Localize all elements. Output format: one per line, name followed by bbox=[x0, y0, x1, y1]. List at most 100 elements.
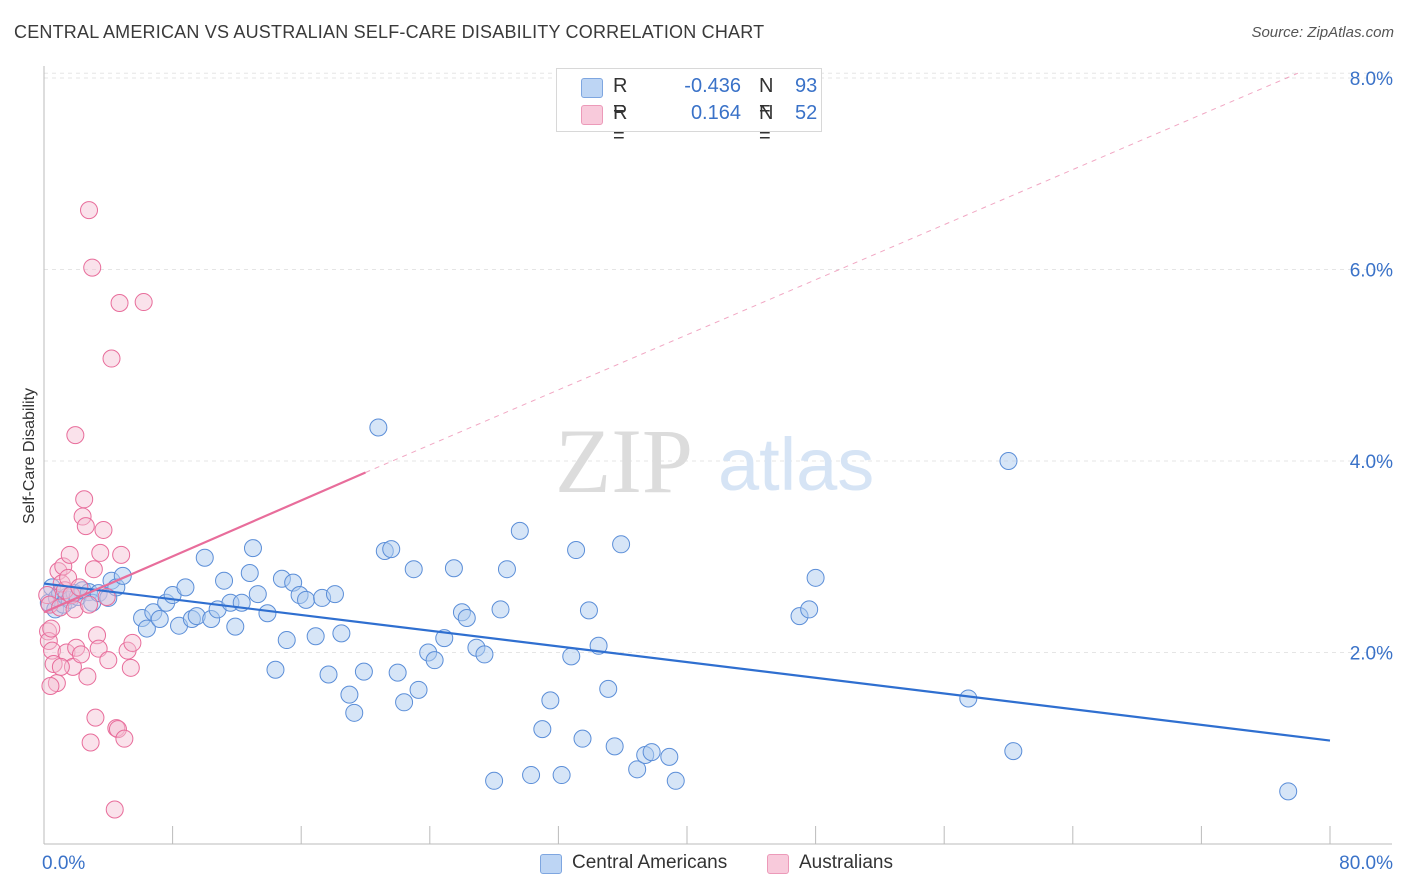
australians-points bbox=[38, 201, 153, 819]
data-point-australian bbox=[80, 595, 99, 614]
data-point-australian bbox=[110, 294, 129, 313]
data-point-central-american bbox=[959, 689, 978, 708]
data-point-central-american bbox=[226, 617, 245, 636]
data-point-central-american bbox=[195, 548, 214, 567]
data-point-australian bbox=[81, 733, 100, 752]
data-point-central-american bbox=[1004, 742, 1023, 761]
data-point-central-american bbox=[354, 662, 373, 681]
data-point-central-american bbox=[562, 647, 581, 666]
data-point-central-american bbox=[541, 691, 560, 710]
trend-lines bbox=[43, 72, 1331, 742]
bottom-legend-label: Australians bbox=[799, 852, 893, 873]
legend-n-label: N = bbox=[759, 75, 774, 120]
data-point-australian bbox=[123, 633, 142, 652]
data-point-central-american bbox=[444, 559, 463, 578]
trend-line-central-americans bbox=[43, 582, 1331, 742]
data-point-central-american bbox=[388, 663, 407, 682]
data-point-central-american bbox=[395, 693, 414, 712]
data-point-central-american bbox=[369, 418, 388, 437]
data-point-australian bbox=[78, 667, 97, 686]
data-point-australian bbox=[89, 639, 108, 658]
y-tick-label: 2.0% bbox=[1350, 644, 1393, 665]
data-point-central-american bbox=[475, 645, 494, 664]
data-point-australian bbox=[108, 720, 127, 739]
legend-r-label: R = bbox=[613, 102, 628, 147]
data-point-central-american bbox=[248, 585, 267, 604]
data-point-australian bbox=[86, 708, 105, 727]
data-point-central-american bbox=[258, 604, 277, 623]
data-point-central-american bbox=[382, 540, 401, 559]
data-point-australian bbox=[105, 800, 124, 819]
y-tick-label: 8.0% bbox=[1350, 69, 1393, 90]
data-point-australian bbox=[115, 729, 134, 748]
data-point-australian bbox=[91, 543, 110, 562]
trend-line-australians bbox=[43, 471, 366, 614]
data-point-central-american bbox=[306, 627, 325, 646]
data-point-central-american bbox=[522, 766, 541, 785]
legend-n-label: N = bbox=[759, 102, 774, 147]
tick-labels: 2.0% 4.0% 6.0% 8.0% 0.0% 80.0% bbox=[42, 69, 1393, 874]
data-point-australian bbox=[51, 657, 70, 676]
data-point-central-american bbox=[806, 568, 825, 587]
axes bbox=[43, 66, 1392, 845]
data-point-australian bbox=[88, 626, 107, 645]
data-point-central-american bbox=[800, 600, 819, 619]
watermark: ZIP atlas bbox=[555, 410, 874, 512]
chart-title: CENTRAL AMERICAN VS AUSTRALIAN SELF-CARE… bbox=[14, 22, 765, 42]
data-point-central-american bbox=[612, 535, 631, 554]
watermark-zip: ZIP bbox=[555, 410, 693, 512]
data-point-central-american bbox=[1279, 782, 1298, 801]
y-tick-label: 6.0% bbox=[1350, 261, 1393, 282]
data-point-central-american bbox=[510, 521, 529, 540]
data-point-australian bbox=[94, 520, 113, 539]
data-point-central-american bbox=[491, 600, 510, 619]
data-point-central-american bbox=[266, 660, 285, 679]
data-point-australian bbox=[39, 622, 58, 641]
data-point-central-american bbox=[345, 703, 364, 722]
data-point-central-american bbox=[277, 631, 296, 650]
data-point-central-american bbox=[409, 680, 428, 699]
data-point-central-american bbox=[150, 609, 169, 628]
data-point-central-american bbox=[297, 590, 316, 609]
data-point-central-american bbox=[999, 452, 1018, 470]
legend-n-value: 52 bbox=[795, 102, 818, 124]
bottom-legend-australians: Australians bbox=[767, 852, 917, 876]
legend-swatch-blue bbox=[581, 78, 603, 98]
bottom-legend-swatch-blue bbox=[540, 854, 562, 874]
data-point-central-american bbox=[485, 771, 504, 790]
source-label: Source: ZipAtlas.com bbox=[1251, 24, 1394, 41]
data-point-australian bbox=[44, 654, 63, 673]
data-point-central-american bbox=[599, 679, 618, 698]
data-point-australian bbox=[112, 545, 131, 564]
bottom-legend-swatch-pink bbox=[767, 854, 789, 874]
stats-legend: R = -0.436 N = 93 R = 0.164 N = 52 bbox=[556, 68, 822, 147]
data-point-central-american bbox=[660, 747, 679, 766]
legend-r-label: R = bbox=[613, 75, 628, 120]
legend-r-value: 0.164 bbox=[690, 102, 741, 124]
data-point-australian bbox=[42, 619, 61, 638]
y-tick-label: 4.0% bbox=[1350, 452, 1393, 473]
data-point-central-american bbox=[605, 737, 624, 756]
data-point-central-american bbox=[325, 585, 344, 604]
legend-n-value: 93 bbox=[795, 75, 818, 97]
data-point-central-american bbox=[215, 571, 234, 590]
y-axis-label: Self-Care Disability bbox=[21, 388, 38, 524]
watermark-atlas: atlas bbox=[718, 423, 874, 506]
data-point-central-american bbox=[319, 665, 338, 684]
data-point-central-american bbox=[579, 601, 598, 620]
x-tick-label: 0.0% bbox=[42, 853, 85, 874]
data-point-australian bbox=[134, 293, 153, 312]
data-point-central-american bbox=[642, 743, 661, 762]
data-point-australian bbox=[83, 258, 102, 277]
data-point-australian bbox=[71, 645, 90, 664]
data-point-central-american bbox=[457, 609, 476, 628]
data-point-central-american bbox=[340, 685, 359, 704]
data-point-australian bbox=[54, 557, 73, 576]
data-point-australian bbox=[102, 349, 121, 368]
legend-r-value: -0.436 bbox=[684, 75, 741, 97]
data-point-australian bbox=[76, 517, 95, 536]
data-point-central-american bbox=[425, 651, 444, 670]
data-point-central-american bbox=[176, 578, 195, 597]
data-point-australian bbox=[66, 426, 85, 445]
